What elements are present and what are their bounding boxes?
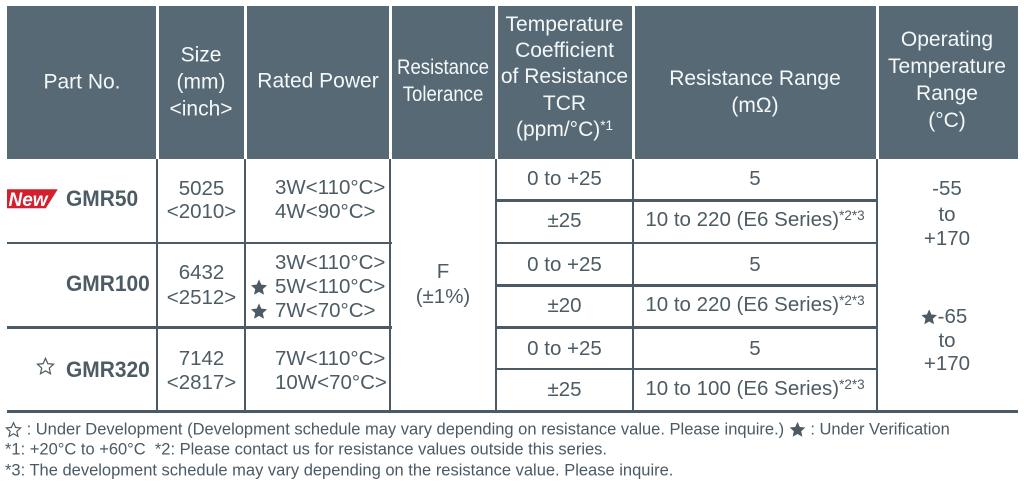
svg-text:New: New [9, 189, 49, 208]
